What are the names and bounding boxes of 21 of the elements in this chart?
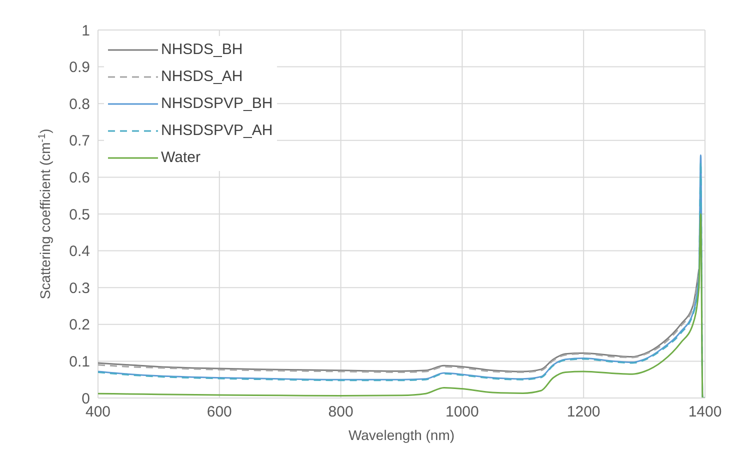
y-tick-label: 0.2 (69, 316, 90, 334)
x-tick-label: 1400 (688, 404, 722, 421)
y-tick-label: 0.6 (69, 170, 90, 187)
y-tick-label: 0.1 (69, 354, 90, 371)
y-tick-label: 0.3 (69, 280, 90, 297)
y-tick-label: 0.5 (69, 206, 90, 224)
legend-label: NHSDS_AH (161, 68, 243, 85)
legend-label: NHSDS_BH (161, 41, 243, 58)
y-tick-label: 0.8 (69, 96, 90, 113)
y-tick-label: 0.9 (69, 59, 90, 76)
x-tick-label: 600 (206, 404, 232, 421)
legend-label: Water (161, 149, 200, 166)
legend-label: NHSDSPVP_BH (161, 95, 273, 112)
y-tick-label: 0.7 (69, 132, 90, 150)
y-tick-label: 1 (82, 22, 90, 40)
legend-label: NHSDSPVP_AH (161, 122, 273, 139)
x-tick-label: 1000 (446, 404, 479, 421)
x-axis-title: Wavelength (nm) (348, 427, 455, 443)
x-tick-label: 800 (328, 404, 354, 421)
x-tick-label: 1200 (566, 404, 600, 421)
y-tick-label: 0.4 (69, 243, 90, 260)
